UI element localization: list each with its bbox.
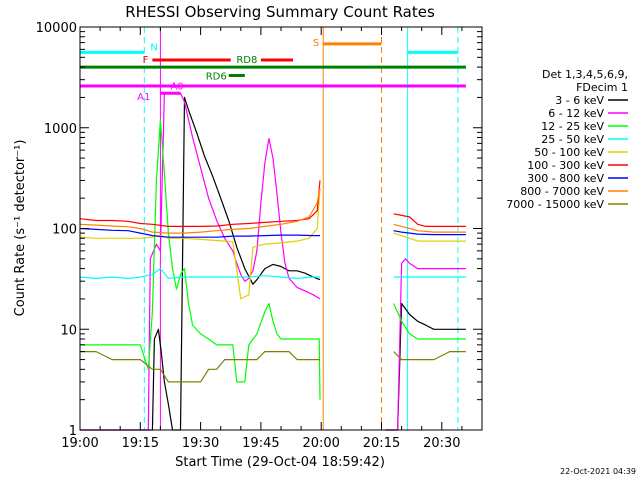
legend-label-3: 25 - 50 keV: [541, 133, 604, 146]
series-line-0: [80, 96, 466, 431]
y-tick-label-1: 10: [60, 323, 77, 338]
series-line-2: [80, 119, 466, 400]
legend-label-7: 800 - 7000 keV: [520, 185, 604, 198]
axis-tick-layer: 19:00 19:15 19:30 19:45 20:00 20:15 20:30 1 10 10…: [36, 21, 483, 451]
legend-label-4: 50 - 100 keV: [534, 146, 604, 159]
flag-label-a1: A1: [137, 92, 150, 103]
legend-label-8: 7000 - 15000 keV: [506, 198, 604, 211]
series-line-7: [79, 188, 466, 234]
legend-label-2: 12 - 25 keV: [541, 120, 604, 133]
flag-label-a0: A0: [170, 81, 183, 92]
flag-label-rd6: RD6: [206, 72, 227, 83]
x-tick-label-5: 20:15: [363, 436, 400, 451]
x-tick-label-6: 20:30: [423, 436, 460, 451]
series-line-3: [79, 268, 466, 279]
legend-label-0: 3 - 6 keV: [555, 94, 604, 107]
x-axis-label: Start Time (29-Oct-04 18:59:42): [175, 455, 385, 470]
series-line-4: [79, 188, 466, 300]
legend-label-5: 100 - 300 keV: [527, 159, 604, 172]
legend-label-1: 6 - 12 keV: [548, 107, 604, 120]
x-tick-label-0: 19:00: [61, 436, 98, 451]
flag-label-rd8: RD8: [236, 55, 257, 66]
y-tick-label-2: 100: [52, 223, 77, 238]
flag-label-s: S: [313, 38, 319, 49]
x-tick-label-4: 20:00: [302, 436, 339, 451]
series-line-8: [80, 351, 466, 383]
legend-header-line-1: FDecim 1: [576, 81, 628, 94]
y-tick-label-3: 1000: [44, 122, 77, 137]
y-axis-label: Count Rate (s⁻¹ detector⁻¹): [13, 140, 28, 317]
x-tick-label-2: 19:30: [182, 436, 219, 451]
x-tick-label-3: 19:45: [242, 436, 279, 451]
y-tick-label-0: 1: [69, 424, 77, 439]
legend-header-line-0: Det 1,3,4,5,6,9,: [542, 68, 628, 81]
x-tick-label-1: 19:15: [122, 436, 159, 451]
chart-title: RHESSI Observing Summary Count Rates: [125, 3, 435, 21]
legend-label-6: 300 - 800 keV: [527, 172, 604, 185]
generation-timestamp: 22-Oct-2021 04:39: [560, 467, 636, 476]
y-tick-label-4: 10000: [36, 21, 77, 36]
series-line-6: [79, 227, 466, 238]
flag-label-n: N: [150, 42, 157, 53]
flag-label-f: F: [143, 55, 149, 66]
flag-bar-layer: N S F RD6 RD8 A1 A0: [80, 38, 466, 103]
